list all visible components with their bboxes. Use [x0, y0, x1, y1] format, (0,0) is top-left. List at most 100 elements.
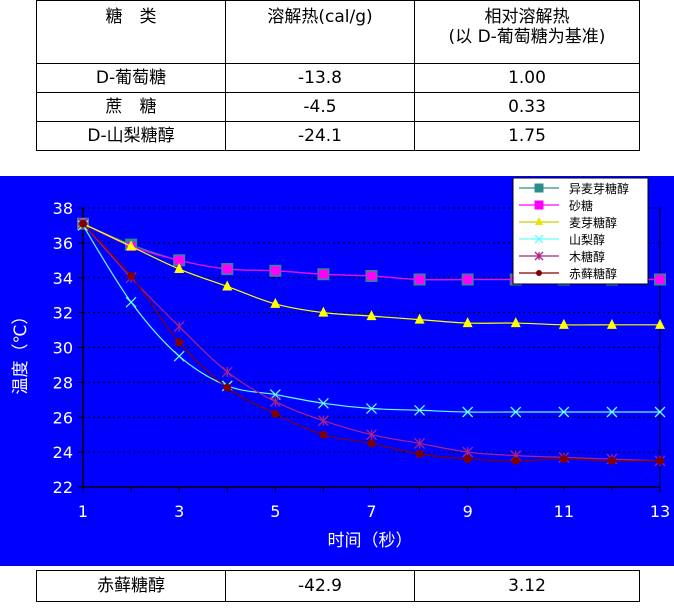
legend-box: [512, 177, 649, 285]
data-point-star: [366, 429, 377, 441]
data-point-square: [222, 264, 232, 274]
y-tick-label: 26: [53, 408, 73, 427]
data-point-x: [462, 406, 474, 418]
header-sugar-type: 糖 类: [36, 0, 226, 64]
y-tick-label: 24: [53, 443, 73, 462]
x-axis-label: 时间（秒）: [328, 531, 413, 551]
y-tick-label: 32: [53, 304, 73, 323]
table-cell: D-葡萄糖: [36, 63, 226, 93]
x-tick-label: 7: [366, 502, 376, 521]
table-cell: 蔗 糖: [36, 92, 226, 122]
data-point-triangle: [318, 306, 329, 317]
data-point-star: [221, 366, 233, 378]
data-point-triangle: [462, 317, 473, 328]
legend-label: 异麦芽糖醇: [569, 181, 629, 196]
data-point-circle: [367, 439, 376, 448]
data-point-triangle: [174, 263, 185, 274]
y-tick-label: 22: [53, 478, 73, 497]
data-point-circle: [559, 455, 568, 464]
legend-label: 山梨醇: [569, 232, 605, 247]
x-tick-label: 13: [650, 502, 670, 521]
data-point-square: [463, 274, 473, 284]
table-cell: 赤藓糖醇: [36, 570, 226, 602]
data-point-circle: [271, 409, 280, 418]
table-row: 赤藓糖醇 -42.9 3.12: [36, 570, 640, 602]
data-point-circle: [415, 449, 424, 458]
data-point-circle: [463, 455, 472, 464]
data-point-star: [414, 437, 426, 449]
table-cell: D-山梨糖醇: [36, 121, 226, 151]
data-point-square: [534, 200, 544, 210]
y-tick-label: 30: [53, 339, 73, 358]
data-point-square: [270, 266, 280, 276]
data-point-star: [173, 321, 185, 333]
data-point-square: [318, 269, 328, 279]
legend-entry: 赤藓糖醇: [519, 266, 617, 281]
data-point-x: [558, 406, 570, 418]
legend-entry: 山梨醇: [519, 232, 605, 247]
data-point-circle: [607, 456, 616, 465]
data-point-square: [367, 271, 376, 281]
data-point-triangle: [366, 310, 377, 321]
data-point-triangle: [558, 318, 569, 329]
data-point-star: [534, 251, 544, 261]
data-point-x: [366, 403, 377, 414]
data-point-x: [606, 406, 618, 418]
data-point-circle: [79, 219, 87, 228]
x-tick-label: 5: [270, 502, 280, 521]
table-row: D-葡萄糖 -13.8 1.00: [36, 63, 640, 93]
data-point-circle: [656, 456, 664, 465]
legend-entry: 异麦芽糖醇: [519, 181, 629, 196]
data-point-circle: [127, 272, 136, 281]
legend-label: 木糖醇: [569, 249, 605, 264]
data-point-circle: [511, 456, 520, 465]
x-tick-label: 3: [174, 502, 184, 521]
data-point-x: [125, 296, 137, 308]
x-tick-label: 11: [554, 502, 574, 521]
table-cell: -13.8: [225, 63, 415, 93]
table-cell: -42.9: [225, 570, 415, 602]
data-point-square: [174, 255, 184, 265]
data-point-circle: [536, 270, 542, 276]
header-relative-heat: 相对溶解热 (以 D-葡萄糖为基准): [414, 0, 640, 64]
data-point-triangle: [535, 217, 543, 225]
table-cell: -4.5: [225, 92, 415, 122]
grid-layer: [83, 207, 660, 453]
data-point-circle: [223, 383, 232, 392]
data-point-x: [317, 397, 329, 409]
legend-label: 赤藓糖醇: [569, 266, 617, 281]
data-point-circle: [175, 338, 184, 347]
table-cell: -24.1: [225, 121, 415, 151]
data-point-triangle: [126, 240, 137, 251]
data-point-square: [415, 274, 425, 284]
x-tick-label: 9: [463, 502, 473, 521]
series-3: [78, 217, 665, 329]
data-point-triangle: [655, 318, 665, 329]
data-point-triangle: [222, 280, 233, 291]
table-cell: 3.12: [414, 570, 640, 602]
data-point-x: [173, 350, 185, 362]
table-cell: 1.00: [414, 63, 640, 93]
table-row: 蔗 糖 -4.5 0.33: [36, 92, 640, 122]
legend-entry: 木糖醇: [519, 249, 605, 264]
legend-entry: 砂糖: [519, 198, 593, 213]
y-tick-label: 28: [53, 373, 73, 392]
data-point-triangle: [270, 297, 281, 308]
erythritol-heat-table: 赤藓糖醇 -42.9 3.12: [36, 570, 640, 602]
temperature-chart: 22 24 26 28 30 32 34 36 38 1 3 5 7 9 11 13 时间（秒） 温度（℃） …: [0, 176, 674, 566]
y-tick-label: 36: [53, 234, 73, 253]
x-tick-label: 1: [78, 502, 88, 521]
data-point-x: [510, 406, 522, 418]
data-point-star: [317, 415, 329, 427]
data-point-x: [654, 406, 666, 418]
table-row: D-山梨糖醇 -24.1 1.75: [36, 121, 640, 151]
header-dissolution-heat: 溶解热(cal/g): [225, 0, 415, 64]
data-point-square: [655, 274, 665, 284]
legend-label: 麦芽糖醇: [569, 215, 617, 230]
sugar-heat-table: 糖 类 溶解热(cal/g) 相对溶解热 (以 D-葡萄糖为基准) D-葡萄糖 …: [36, 0, 640, 151]
data-point-triangle: [510, 317, 521, 328]
y-axis-label: 温度（℃）: [11, 307, 31, 394]
